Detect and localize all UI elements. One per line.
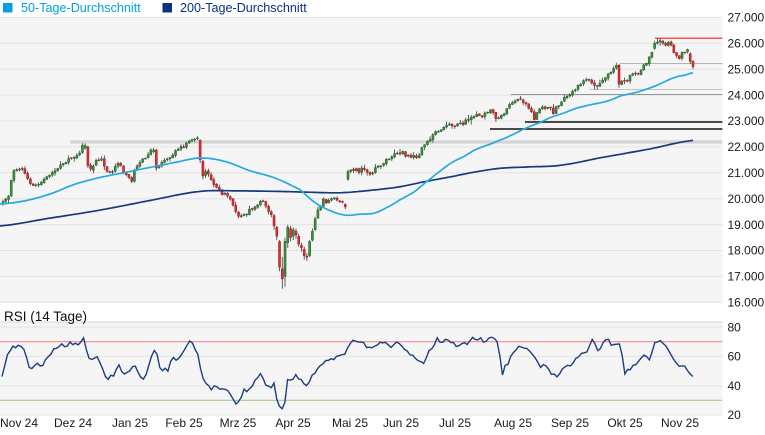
- svg-text:Jun 25: Jun 25: [383, 416, 419, 430]
- svg-text:25.000: 25.000: [728, 62, 765, 76]
- svg-text:20.000: 20.000: [728, 192, 765, 206]
- svg-text:24.000: 24.000: [728, 88, 765, 102]
- svg-text:Apr 25: Apr 25: [275, 416, 311, 430]
- svg-text:16.000: 16.000: [728, 296, 765, 310]
- svg-text:Feb 25: Feb 25: [165, 416, 203, 430]
- svg-text:Jul 25: Jul 25: [439, 416, 471, 430]
- svg-text:Dez 24: Dez 24: [54, 416, 92, 430]
- svg-text:23.000: 23.000: [728, 114, 765, 128]
- svg-text:Nov 25: Nov 25: [661, 416, 699, 430]
- svg-text:Okt 25: Okt 25: [607, 416, 643, 430]
- svg-text:19.000: 19.000: [728, 218, 765, 232]
- svg-text:27.000: 27.000: [728, 11, 765, 25]
- svg-text:60: 60: [728, 350, 742, 364]
- svg-text:80: 80: [728, 320, 742, 334]
- svg-text:Mai 25: Mai 25: [332, 416, 368, 430]
- svg-text:18.000: 18.000: [728, 244, 765, 258]
- svg-text:40: 40: [728, 379, 742, 393]
- svg-text:Nov 24: Nov 24: [0, 416, 38, 430]
- svg-text:Aug 25: Aug 25: [494, 416, 532, 430]
- svg-text:20: 20: [728, 408, 742, 422]
- svg-text:RSI (14 Tage): RSI (14 Tage): [4, 309, 87, 324]
- svg-text:Sep 25: Sep 25: [551, 416, 589, 430]
- svg-text:Jan 25: Jan 25: [112, 416, 148, 430]
- svg-text:17.000: 17.000: [728, 270, 765, 284]
- svg-text:21.000: 21.000: [728, 166, 765, 180]
- svg-text:200-Tage-Durchschnitt: 200-Tage-Durchschnitt: [180, 1, 307, 15]
- svg-text:22.000: 22.000: [728, 140, 765, 154]
- svg-text:50-Tage-Durchschnitt: 50-Tage-Durchschnitt: [21, 1, 141, 15]
- svg-text:Mrz 25: Mrz 25: [220, 416, 257, 430]
- svg-text:26.000: 26.000: [728, 37, 765, 51]
